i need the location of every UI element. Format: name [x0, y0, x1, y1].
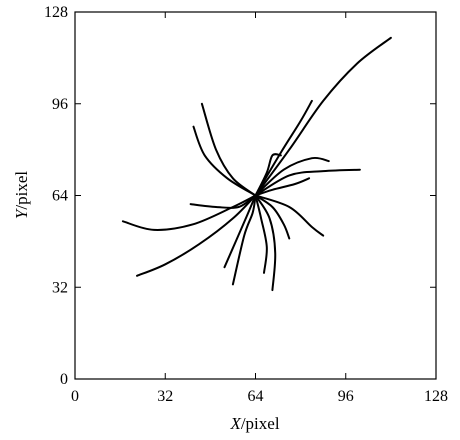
trajectory-line-6	[254, 177, 311, 197]
x-tick-label: 0	[71, 388, 79, 405]
x-tick-label: 128	[424, 388, 448, 405]
axis-tick-labels: 0 32 64 96 128 0 32 64 96 128	[44, 4, 448, 405]
y-tick-label: 128	[44, 4, 68, 21]
y-tick-label: 96	[52, 96, 68, 113]
series-lines	[121, 36, 392, 292]
x-axis-label-var: X	[229, 414, 241, 433]
x-tick-label: 96	[338, 388, 354, 405]
trajectory-line-1	[254, 36, 392, 197]
trajectory-line-15	[189, 194, 257, 209]
axis-ticks	[74, 11, 437, 380]
x-axis-label: X/pixel	[229, 414, 279, 433]
trajectory-line-3	[254, 156, 330, 197]
trajectory-line-8	[254, 194, 291, 240]
trajectory-line-4	[254, 99, 313, 197]
trajectory-line-5	[254, 153, 282, 197]
trajectory-line-9	[254, 194, 277, 292]
y-tick-label: 32	[52, 279, 68, 296]
trajectory-line-7	[254, 194, 325, 237]
y-axis-label: Y/pixel	[12, 171, 31, 219]
x-tick-label: 64	[248, 388, 264, 405]
y-axis-label-unit: /pixel	[12, 171, 31, 210]
y-tick-label: 0	[60, 371, 68, 388]
trajectory-line-16	[200, 102, 257, 197]
x-axis-label-unit: /pixel	[241, 414, 280, 433]
y-axis-label-var: Y	[12, 208, 31, 219]
trajectory-line-17	[192, 125, 257, 197]
x-tick-label: 32	[157, 388, 173, 405]
y-tick-label: 64	[52, 188, 68, 205]
trajectory-line-11	[231, 194, 257, 286]
trajectory-line-12	[223, 194, 257, 269]
trajectory-line-14	[136, 194, 257, 277]
trajectory-line-10	[254, 194, 268, 274]
trajectory-line-2	[254, 168, 361, 197]
trajectory-line-13	[121, 194, 257, 231]
